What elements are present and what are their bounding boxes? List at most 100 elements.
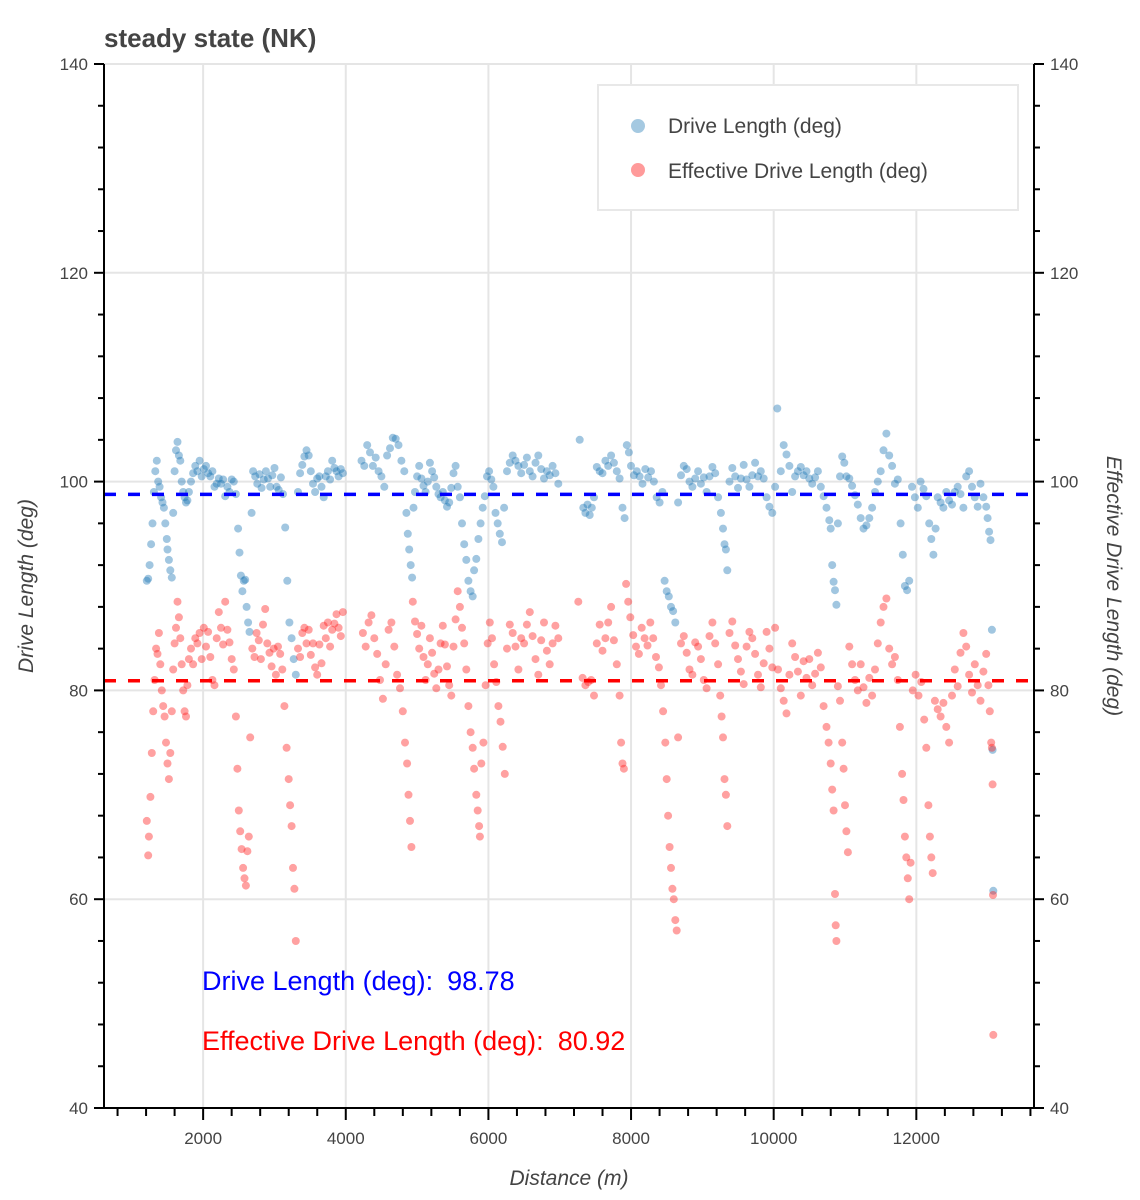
effective-drive-length-point (914, 691, 923, 700)
effective-drive-length-point (899, 796, 908, 804)
drive-length-point (202, 461, 210, 470)
effective-drive-length-point (862, 698, 871, 707)
drive-length-point (979, 493, 988, 502)
effective-drive-length-point (950, 665, 959, 674)
drive-length-point (462, 555, 471, 564)
drive-length-point (822, 503, 831, 512)
effective-drive-length-point (808, 681, 817, 690)
effective-drive-length-point (479, 738, 488, 747)
drive-length-point (219, 475, 228, 484)
effective-drive-length-point (905, 895, 914, 904)
drive-length-point (386, 444, 394, 453)
drive-length-point (417, 474, 426, 483)
effective-drive-length-point (925, 832, 934, 841)
drive-length-point (859, 524, 868, 533)
effective-drive-length-point (615, 691, 624, 700)
effective-drive-length-point (865, 673, 874, 682)
effective-drive-length-point (508, 629, 517, 637)
drive-length-point (480, 492, 489, 501)
effective-drive-length-point (902, 853, 911, 862)
drive-length-point (581, 508, 590, 517)
drive-length-point (430, 473, 439, 482)
effective-drive-length-point (824, 738, 833, 747)
drive-length-point (842, 472, 851, 481)
annotation-effective-drive-length: Effective Drive Length (deg): 80.92 (202, 1026, 625, 1056)
effective-drive-length-point (859, 683, 868, 692)
effective-drive-length-point (411, 617, 419, 626)
effective-drive-length-point (488, 634, 496, 643)
effective-drive-length-point (545, 660, 554, 669)
effective-drive-length-point (481, 681, 490, 690)
drive-length-point (493, 519, 502, 528)
drive-length-point (419, 481, 428, 490)
drive-length-point (147, 540, 156, 549)
drive-length-point (762, 493, 771, 502)
effective-drive-length-point (306, 650, 315, 659)
effective-drive-length-point (204, 627, 213, 636)
effective-drive-length-point (831, 921, 840, 930)
effective-drive-length-point (643, 641, 652, 650)
effective-drive-length-point (702, 684, 711, 693)
effective-drive-length-point (294, 644, 302, 653)
drive-length-point (554, 479, 563, 488)
effective-drive-length-point (244, 832, 253, 841)
y-right-tick-label: 100 (1050, 473, 1078, 492)
drive-length-point (187, 477, 195, 486)
drive-length-point (487, 475, 496, 484)
effective-drive-length-point (973, 681, 982, 690)
effective-drive-length-point (826, 759, 835, 768)
effective-drive-length-point (477, 759, 486, 768)
effective-drive-length-point (845, 642, 854, 651)
effective-drive-length-point (425, 634, 434, 643)
effective-drive-length-point (728, 617, 737, 626)
effective-drive-length-point (195, 629, 204, 637)
effective-drive-length-point (490, 660, 499, 669)
effective-drive-length-point (225, 638, 234, 647)
drive-length-point (711, 469, 720, 478)
effective-drive-length-point (189, 660, 198, 669)
y-right-tick-label: 120 (1050, 264, 1078, 283)
drive-length-point (609, 458, 618, 467)
effective-drive-length-point (796, 691, 805, 700)
effective-drive-length-point (381, 660, 390, 669)
drive-length-point (592, 463, 601, 471)
effective-drive-length-point (719, 733, 727, 742)
effective-drive-length-point (419, 653, 428, 661)
effective-drive-length-point (595, 620, 604, 629)
drive-length-point (489, 482, 498, 491)
drive-length-point (371, 453, 380, 462)
drive-length-point (217, 479, 225, 488)
effective-drive-length-point (900, 832, 909, 841)
effective-drive-length-point (464, 702, 473, 711)
effective-drive-length-point (667, 863, 675, 872)
drive-length-point (425, 458, 434, 467)
effective-drive-length-point (470, 764, 479, 773)
reference-lines (104, 492, 1034, 683)
drive-length-point (831, 586, 839, 595)
effective-drive-length-point (922, 743, 931, 752)
effective-drive-length-point (890, 653, 899, 661)
effective-drive-length-point (511, 642, 520, 651)
drive-length-point (988, 745, 997, 754)
legend-marker-drive-length (631, 119, 645, 133)
effective-drive-length-point (367, 611, 376, 620)
effective-drive-length-point (401, 738, 409, 747)
drive-length-point (234, 524, 243, 533)
effective-drive-length-point (598, 646, 607, 655)
drive-length-point (357, 456, 366, 465)
drive-length-point (332, 467, 341, 476)
drive-length-point (896, 519, 905, 528)
drive-length-point (154, 477, 163, 486)
drive-length-point (595, 467, 604, 476)
effective-drive-length-point (895, 722, 904, 731)
drive-length-point (635, 472, 644, 481)
effective-drive-length-point (927, 853, 936, 862)
effective-drive-length-point (319, 621, 328, 630)
drive-length-point (826, 524, 835, 533)
effective-drive-length-point (646, 618, 655, 627)
drive-length-point (268, 471, 277, 480)
effective-drive-length-point (338, 608, 347, 617)
effective-drive-length-point (652, 653, 660, 661)
drive-length-point (725, 477, 734, 486)
effective-drive-length-point (791, 653, 800, 661)
